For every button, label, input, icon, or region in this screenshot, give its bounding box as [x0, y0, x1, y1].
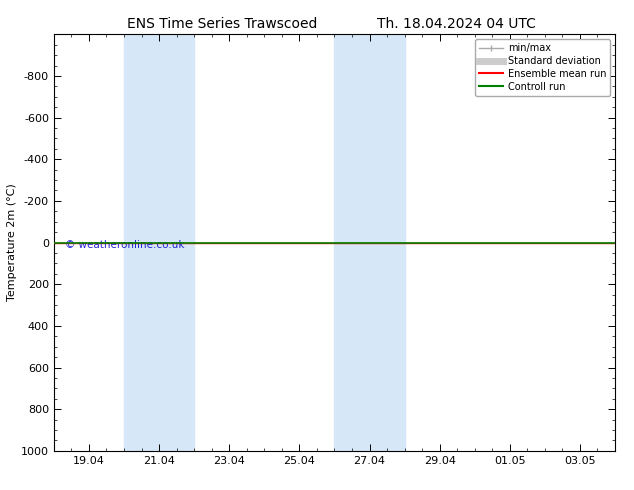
Bar	[335, 34, 404, 451]
Text: Th. 18.04.2024 04 UTC: Th. 18.04.2024 04 UTC	[377, 17, 536, 31]
Text: © weatheronline.co.uk: © weatheronline.co.uk	[65, 240, 184, 249]
Y-axis label: Temperature 2m (°C): Temperature 2m (°C)	[7, 184, 17, 301]
Bar	[124, 34, 194, 451]
Text: ENS Time Series Trawscoed: ENS Time Series Trawscoed	[127, 17, 317, 31]
Legend: min/max, Standard deviation, Ensemble mean run, Controll run: min/max, Standard deviation, Ensemble me…	[475, 39, 610, 96]
